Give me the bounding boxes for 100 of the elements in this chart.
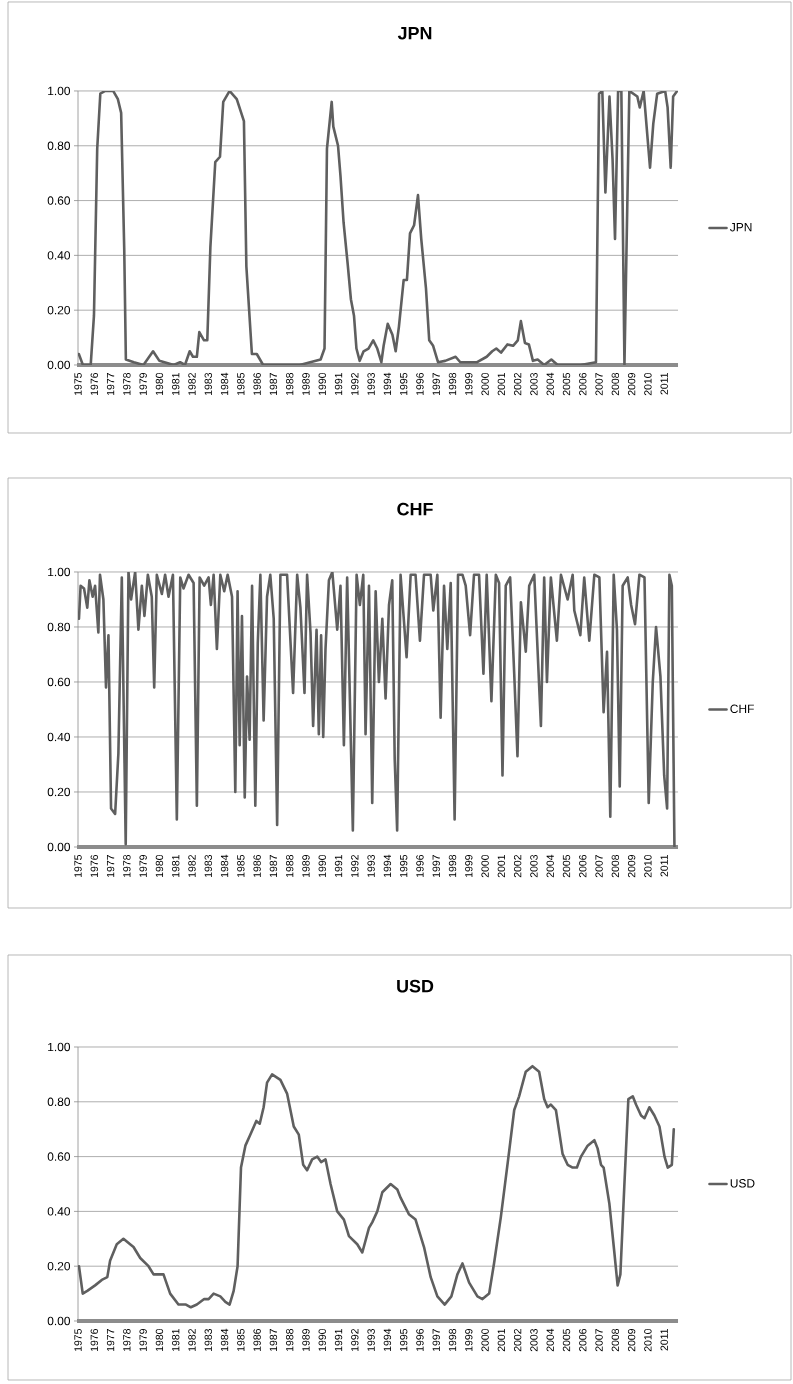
y-tick-label: 1.00 (48, 86, 71, 96)
x-tick-label: 1998 (448, 1328, 457, 1351)
x-tick-label: 1977 (106, 373, 115, 395)
x-tick-label: 2004 (546, 1328, 554, 1352)
x-tick-label: 2003 (530, 1328, 538, 1352)
x-tick-label: 1987 (269, 1329, 278, 1351)
x-tick-label: 1982 (188, 1329, 196, 1351)
x-tick-label: 1981 (172, 1329, 180, 1351)
y-tick-label: 0.20 (47, 787, 71, 797)
y-tick-label: 1.00 (48, 567, 71, 577)
x-tick-label: 1990 (318, 1328, 326, 1351)
x-tick-label: 1985 (237, 372, 245, 395)
x-tick-label: 1982 (188, 373, 196, 395)
x-tick-label: 2011 (660, 855, 668, 877)
x-tick-label: 2000 (481, 1328, 489, 1352)
x-tick-label: 1985 (237, 854, 245, 877)
y-tick-label: 0.80 (47, 622, 71, 632)
line-series (78, 90, 679, 365)
x-tick-label: 1978 (123, 372, 131, 395)
x-tick-label: 1982 (188, 855, 196, 877)
chart-title: USD (397, 979, 434, 993)
x-tick-label: 2003 (530, 854, 538, 878)
x-tick-label: 2002 (513, 373, 522, 396)
x-tick-label: 1997 (432, 1329, 440, 1351)
x-tick-label: 1990 (318, 372, 326, 395)
x-tick-label: 1994 (383, 1328, 392, 1351)
x-tick-label: 1989 (302, 1329, 310, 1351)
x-tick-label: 1999 (465, 373, 473, 395)
x-tick-label: 1995 (399, 854, 408, 877)
y-tick-label: 0.60 (47, 196, 71, 205)
x-tick-label: 1975 (74, 1328, 82, 1351)
x-tick-label: 2006 (579, 854, 587, 878)
x-tick-label: 2003 (530, 372, 538, 396)
x-tick-label: 2009 (627, 855, 636, 878)
x-tick-label: 2011 (660, 1329, 668, 1351)
x-tick-label: 1981 (172, 373, 180, 395)
x-tick-label: 1975 (74, 854, 82, 877)
y-tick-label: 0.40 (47, 1207, 71, 1216)
x-tick-label: 2010 (644, 1328, 652, 1352)
x-tick-label: 1986 (253, 372, 261, 395)
x-tick-label: 2010 (644, 372, 652, 396)
x-tick-label: 2008 (611, 372, 620, 396)
x-tick-label: 1977 (106, 855, 115, 877)
x-tick-label: 2005 (562, 1328, 571, 1352)
x-tick-label: 1984 (220, 854, 229, 877)
x-tick-label: 1994 (383, 854, 392, 877)
x-tick-label: 2008 (611, 854, 620, 878)
x-tick-label: 2000 (481, 372, 489, 396)
x-tick-label: 1979 (139, 1329, 147, 1351)
x-tick-label: 2005 (562, 854, 571, 878)
x-tick-label: 2002 (513, 855, 522, 878)
x-tick-label: 2004 (546, 854, 554, 878)
x-tick-label: 1997 (432, 855, 440, 877)
x-tick-label: 2009 (627, 373, 636, 396)
x-tick-label: 2000 (481, 854, 489, 878)
x-tick-label: 2007 (595, 855, 603, 878)
y-tick-label: 0.60 (47, 1152, 71, 1161)
x-tick-label: 2007 (595, 373, 603, 396)
x-tick-label: 2010 (644, 854, 652, 878)
x-tick-label: 1993 (367, 854, 375, 877)
y-tick-label: 0.40 (47, 251, 71, 260)
x-tick-label: 1976 (90, 372, 98, 395)
x-tick-label: 1988 (285, 372, 294, 395)
x-tick-label: 1996 (416, 854, 424, 877)
x-tick-label: 1991 (334, 855, 343, 877)
legend-label: CHF (730, 704, 754, 714)
x-tick-label: 2008 (611, 1328, 620, 1352)
x-tick-label: 1980 (155, 1328, 164, 1351)
x-tick-label: 1983 (204, 372, 212, 395)
x-tick-label: 1992 (351, 855, 359, 877)
y-tick-label: 0.40 (47, 732, 71, 742)
x-tick-label: 1980 (155, 372, 164, 395)
x-tick-label: 1984 (220, 372, 229, 395)
line-series (78, 571, 676, 847)
x-tick-label: 1979 (139, 855, 147, 877)
x-tick-label: 1995 (399, 1328, 408, 1351)
x-tick-label: 2006 (579, 1328, 587, 1352)
y-tick-label: 0.20 (47, 1261, 71, 1271)
x-tick-label: 1987 (269, 855, 278, 877)
legend-label: JPN (730, 223, 752, 232)
y-tick-label: 0.20 (47, 305, 71, 315)
x-tick-label: 2001 (497, 855, 506, 878)
legend-label: USD (730, 1179, 755, 1188)
y-tick-label: 0.00 (47, 842, 71, 852)
x-tick-label: 1986 (253, 1328, 261, 1351)
x-tick-label: 2009 (627, 1329, 636, 1352)
chart-title: JPN (397, 26, 432, 40)
x-tick-label: 1999 (465, 855, 473, 877)
x-tick-label: 1996 (416, 1328, 424, 1351)
x-tick-label: 1991 (334, 1329, 343, 1351)
x-tick-label: 1996 (416, 372, 424, 395)
y-tick-label: 0.80 (47, 141, 71, 150)
x-tick-label: 1976 (90, 854, 98, 877)
x-tick-label: 1994 (383, 372, 392, 395)
x-tick-label: 1991 (334, 373, 343, 395)
x-tick-label: 1998 (448, 372, 457, 395)
x-tick-label: 1989 (302, 855, 310, 877)
x-tick-label: 1990 (318, 854, 326, 877)
x-tick-label: 1978 (123, 1328, 131, 1351)
y-tick-label: 0.80 (47, 1097, 71, 1107)
